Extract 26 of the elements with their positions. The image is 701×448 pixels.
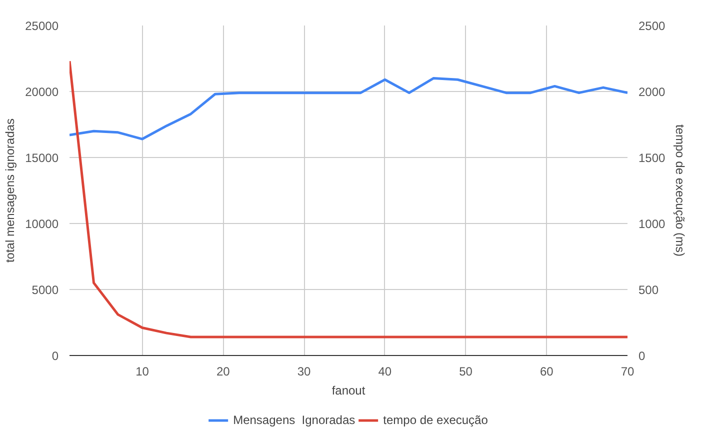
y-tick-label: 0 [52,349,59,363]
legend-label: tempo de execução [383,413,488,427]
y2-axis-title: tempo de execução (ms) [673,124,688,257]
y-tick-label: 25000 [25,19,59,33]
x-tick-label: 10 [136,364,150,378]
x-tick-label: 30 [297,364,312,378]
y-tick-label: 20000 [25,85,59,99]
y-tick-label: 5000 [32,283,59,297]
line-series [70,77,628,140]
y2-tick-label: 500 [638,283,659,297]
y2-tick-label: 2500 [638,19,666,33]
y-tick-label: 15000 [25,151,59,165]
x-tick-label: 40 [378,364,392,378]
y2-tick-label: 1000 [638,217,666,231]
y-tick-label: 10000 [25,217,59,231]
x-axis-title: fanout [332,384,366,398]
legend-label: Mensagens Ignoradas [233,413,356,427]
y2-tick-label: 2000 [638,85,666,99]
x-tick-label: 50 [459,364,473,378]
x-tick-label: 70 [620,364,634,378]
y2-tick-label: 0 [638,349,646,363]
y-axis-title: total mensagens ignoradas [3,118,18,263]
x-tick-label: 60 [540,364,554,378]
x-tick-label: 20 [216,364,230,378]
y2-tick-label: 1500 [638,151,666,165]
line-series [70,60,628,338]
